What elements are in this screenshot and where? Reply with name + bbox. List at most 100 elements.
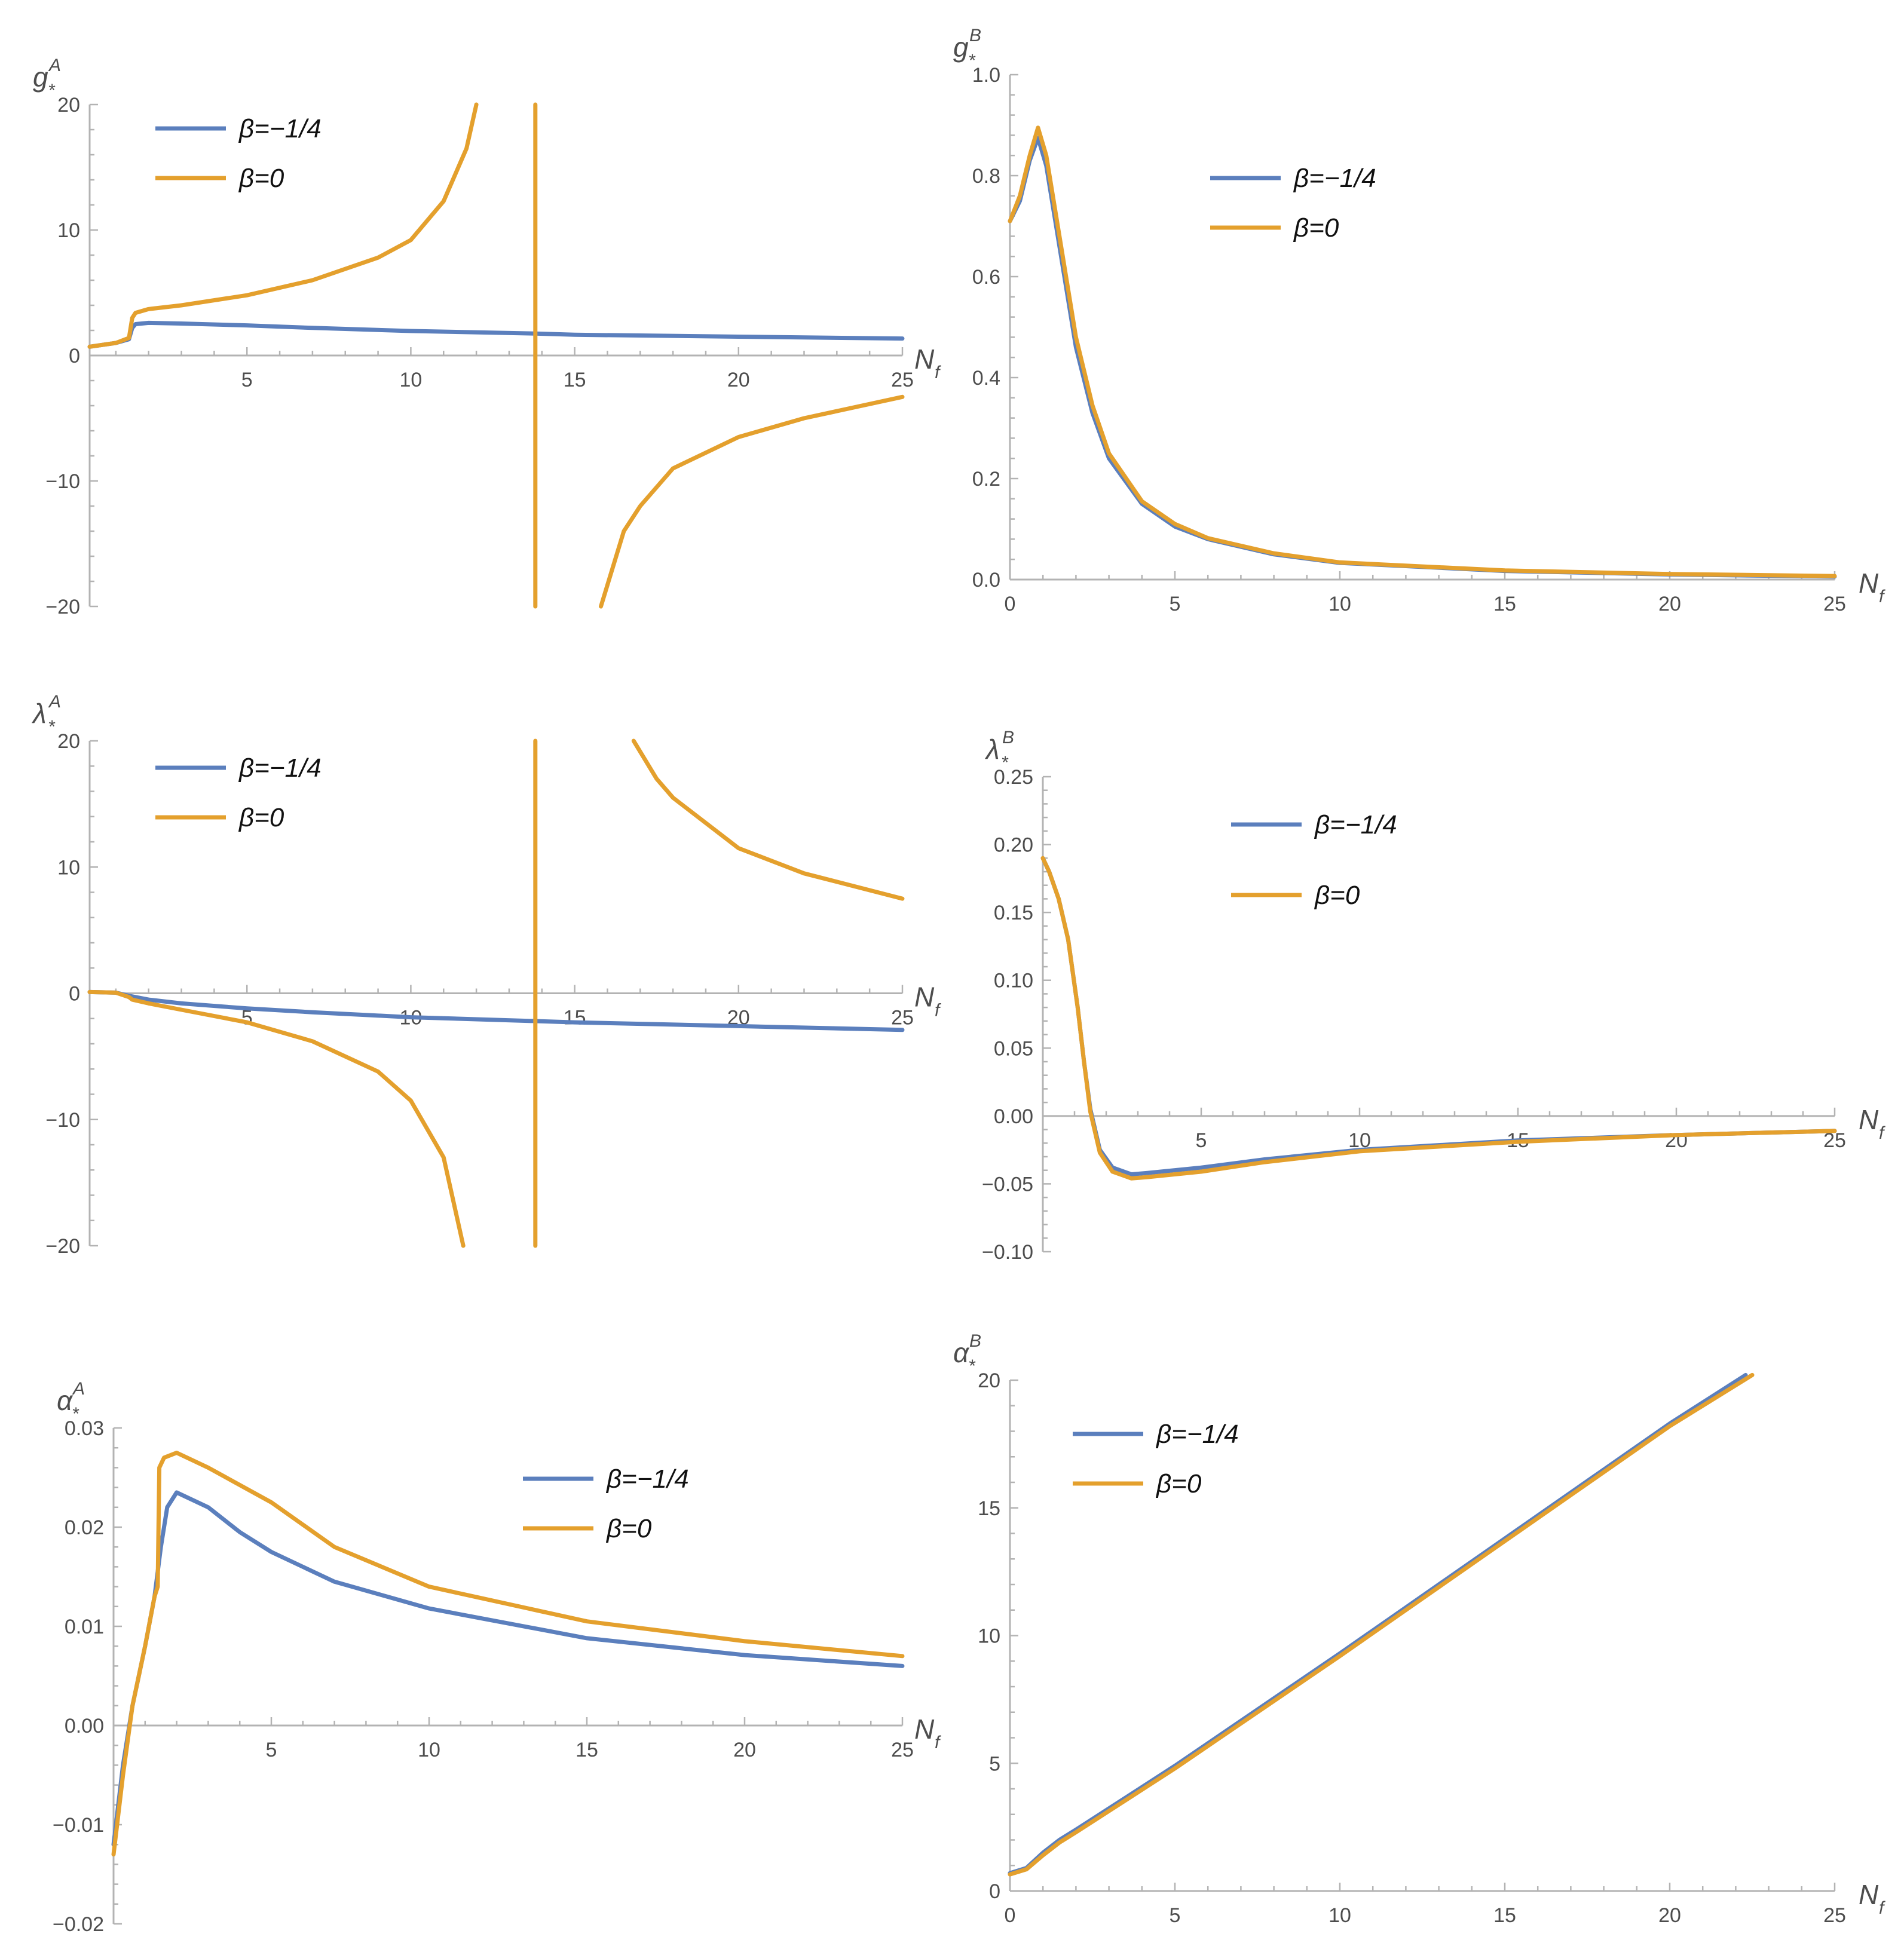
y-tick-label: 0.8 [972, 165, 1000, 188]
y-tick-label: 0.01 [65, 1616, 104, 1638]
x-tick-label: 5 [266, 1739, 277, 1761]
y-tick-label: 0.15 [994, 902, 1033, 924]
legend-label: β=−1/4 [238, 753, 322, 783]
y-tick-label: −20 [45, 596, 80, 618]
y-tick-label: 0.00 [994, 1105, 1033, 1128]
series-line [87, 989, 466, 1248]
y-tick-label: 0.20 [994, 834, 1033, 857]
x-tick-label: 15 [564, 1007, 586, 1029]
x-tick-label: 10 [1328, 593, 1351, 615]
x-axis-title-sub: f [935, 363, 941, 382]
x-axis-title-sub: f [935, 1001, 941, 1020]
y-tick-label: 0 [69, 345, 80, 367]
x-tick-label: 15 [1493, 1904, 1516, 1927]
series-line [631, 738, 905, 901]
x-tick-label: 5 [241, 369, 253, 391]
y-tick-label: 0.02 [65, 1516, 104, 1539]
x-tick-label: 5 [1196, 1129, 1207, 1152]
y-tick-label: −0.01 [53, 1814, 104, 1837]
y-axis-title-sub: * [48, 81, 56, 100]
y-tick-label: 0.0 [972, 569, 1000, 591]
y-axis-title: λ [31, 698, 47, 729]
y-tick-label: −0.05 [982, 1173, 1033, 1196]
x-tick-label: 25 [1823, 1904, 1846, 1927]
x-tick-label: 15 [576, 1739, 598, 1761]
panel-alpha-a: −0.02 −0.01 0.00 0.01 0.02 0.03 5 10 15 20 25 α* A N f… [53, 1379, 941, 1936]
series-line [111, 1451, 905, 1857]
x-tick-label: 5 [1170, 1904, 1181, 1927]
legend-label: β=−1/4 [238, 114, 322, 143]
x-tick-label: 10 [1328, 1904, 1351, 1927]
x-tick-label: 10 [400, 369, 423, 391]
legend-label: β=−1/4 [1314, 810, 1397, 839]
x-tick-label: 20 [1658, 593, 1681, 615]
legend-label: β=0 [1155, 1469, 1202, 1498]
y-axis-title-sub: * [968, 1356, 976, 1376]
y-axis-title: g [953, 32, 969, 63]
y-tick-label: 0.00 [65, 1715, 104, 1737]
y-tick-label: 0 [69, 983, 80, 1006]
y-tick-label: −10 [45, 470, 80, 493]
x-tick-label: 20 [1665, 1129, 1688, 1152]
y-tick-label: 20 [57, 730, 80, 753]
y-axis-title-sup: B [1002, 728, 1014, 747]
legend-label: β=−1/4 [1155, 1420, 1239, 1449]
x-axis-title: N [1859, 1104, 1879, 1135]
panel-g-b: 0.0 0.2 0.4 0.6 0.8 1.0 0 5 10 15 20 25 g * B N f β=−1/4 β… [953, 26, 1885, 615]
x-tick-label: 25 [891, 369, 914, 391]
y-tick-label: 0.10 [994, 970, 1033, 992]
y-tick-label: 0.05 [994, 1037, 1033, 1060]
y-axis-title-sup: B [969, 26, 981, 45]
y-tick-label: −10 [45, 1109, 80, 1132]
y-tick-label: 10 [57, 856, 80, 879]
x-tick-label: 20 [1658, 1904, 1681, 1927]
legend-label: β=−1/4 [1293, 164, 1376, 193]
y-tick-label: 10 [978, 1625, 1000, 1648]
series-line [599, 394, 905, 609]
y-axis-title-sub: * [1001, 753, 1009, 773]
x-axis-title: N [914, 1714, 935, 1745]
series-line [1008, 1372, 1755, 1877]
y-tick-label: 15 [978, 1497, 1000, 1520]
x-axis-title: N [914, 982, 935, 1013]
y-tick-label: −0.02 [53, 1913, 104, 1936]
x-axis-title-sub: f [1879, 587, 1885, 606]
x-tick-label: 25 [891, 1007, 914, 1029]
x-tick-label: 25 [1823, 593, 1846, 615]
y-tick-label: −0.10 [982, 1241, 1033, 1264]
panel-alpha-b: 0 5 10 15 20 0 5 10 15 20 25 α* B N f β=−1/4 β=0 [953, 1331, 1885, 1927]
x-axis-title-sub: f [1879, 1898, 1885, 1918]
x-tick-label: 0 [1005, 1904, 1016, 1927]
y-tick-label: 10 [57, 219, 80, 242]
y-axis-title: g [33, 62, 48, 93]
x-tick-label: 10 [418, 1739, 440, 1761]
y-axis-title: α [953, 1337, 970, 1368]
legend-label: β=0 [238, 803, 284, 832]
y-tick-label: 20 [57, 94, 80, 117]
y-tick-label: 20 [978, 1369, 1000, 1392]
x-tick-label: 20 [727, 369, 750, 391]
y-axis-title-sup: B [969, 1331, 981, 1351]
y-tick-label: −20 [45, 1235, 80, 1258]
y-axis-title-sup: A [48, 692, 61, 712]
y-tick-label: 5 [989, 1752, 1000, 1775]
x-axis-title-sub: f [1879, 1123, 1885, 1143]
x-tick-label: 25 [891, 1739, 914, 1761]
x-axis-title: N [1859, 568, 1879, 599]
y-tick-label: 0.03 [65, 1417, 104, 1440]
y-axis-title-sup: A [48, 56, 61, 75]
legend-label: β=0 [238, 164, 284, 193]
legend-label: β=0 [1293, 213, 1339, 243]
y-tick-label: 0 [989, 1880, 1000, 1903]
x-tick-label: 5 [1170, 593, 1181, 615]
y-axis-title-sup: A [72, 1379, 85, 1399]
x-axis-title: N [914, 344, 935, 375]
series-line [1008, 125, 1837, 578]
legend-label: β=0 [1314, 881, 1360, 910]
x-tick-label: 15 [1493, 593, 1516, 615]
y-axis-title-sub: * [72, 1404, 79, 1424]
x-tick-label: 0 [1005, 593, 1016, 615]
y-tick-label: 1.0 [972, 64, 1000, 87]
x-tick-label: 20 [733, 1739, 756, 1761]
